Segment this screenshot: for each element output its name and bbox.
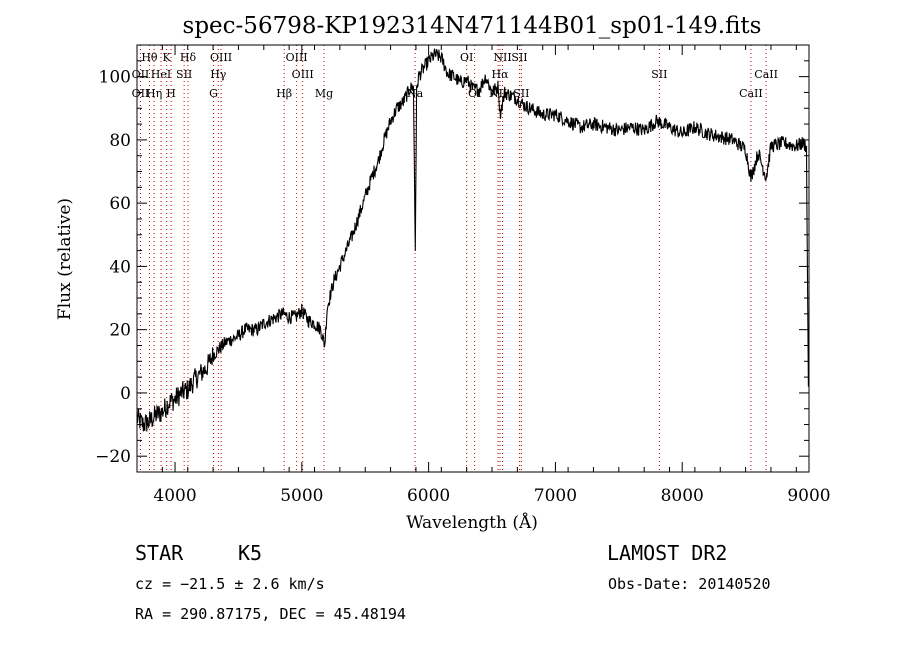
line-marker-label-21: Mg [315,87,333,100]
line-marker-label-2: Hδ [180,51,197,64]
spectrum-line [136,48,809,432]
chart-title: spec-56798-KP192314N471144B01_sp01-149.f… [183,13,762,39]
x-tick-label-0: 4000 [153,486,196,506]
redshift-cz: cz = −21.5 ± 2.6 km/s [135,575,325,593]
line-marker-label-5: OI [460,51,473,64]
line-marker-label-12: OIII [292,68,314,81]
line-marker-label-1: K [163,51,172,64]
series-layer [136,48,809,432]
line-marker-label-3: OIII [210,51,232,64]
line-marker-label-14: SII [651,68,667,81]
line-marker-label-0: Hθ [141,51,158,64]
line-marker-label-20: Hβ [276,87,292,100]
x-tick-label-5: 9000 [787,486,830,506]
x-tick-label-3: 7000 [534,486,577,506]
line-marker-label-6: NII [493,51,511,64]
object-subclass: K5 [238,541,263,565]
object-class: STAR [135,541,184,565]
y-tick-label-5: 80 [109,131,131,151]
x-tick-label-1: 5000 [280,486,323,506]
line-marker-label-26: CaII [739,87,763,100]
observation-date: Obs-Date: 20140520 [608,575,771,593]
line-marker-label-8: OII [132,68,150,81]
y-tick-label-1: 0 [120,384,131,404]
line-marker-label-18: H [166,87,176,100]
y-tick-label-0: −20 [95,447,131,467]
plot-frame [136,44,810,473]
x-axis-label: Wavelength (Å) [406,512,538,533]
survey-name: LAMOST DR2 [607,541,728,565]
line-marker-label-10: SII [176,68,192,81]
line-marker-label-11: Hγ [210,68,227,81]
y-axis-label: Flux (relative) [55,198,75,320]
spectral-line-markers [139,45,767,472]
line-marker-label-17: Hη [146,87,162,100]
coordinates: RA = 290.87175, DEC = 45.48194 [135,605,406,623]
y-tick-label-4: 60 [109,194,131,214]
line-marker-label-13: Hα [491,68,509,81]
line-marker-label-19: G [209,87,218,100]
line-marker-label-15: CaII [754,68,778,81]
x-tick-label-2: 6000 [407,486,450,506]
line-marker-label-7: SII [511,51,527,64]
line-marker-label-16: OII [132,87,150,100]
x-axis: 4000 5000 6000 7000 8000 9000 [136,45,831,506]
y-tick-label-6: 100 [99,68,131,88]
x-tick-label-4: 8000 [661,486,704,506]
line-marker-label-9: HeI [151,68,171,81]
line-marker-label-4: OIII [286,51,308,64]
y-axis: −20 0 20 40 60 80 100 [95,60,809,467]
line-marker-label-25: SII [513,87,529,100]
y-tick-label-2: 20 [109,321,131,341]
y-tick-label-3: 40 [109,257,131,277]
